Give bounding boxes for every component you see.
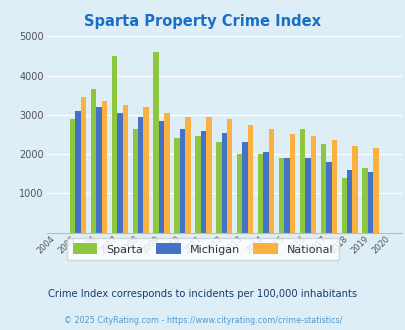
Bar	[352, 146, 357, 233]
Bar	[158, 121, 164, 233]
Bar	[75, 111, 81, 233]
Bar	[268, 129, 274, 233]
Bar	[226, 119, 232, 233]
Bar	[257, 154, 263, 233]
Bar	[263, 152, 268, 233]
Bar	[111, 56, 117, 233]
Bar	[299, 129, 305, 233]
Text: © 2025 CityRating.com - https://www.cityrating.com/crime-statistics/: © 2025 CityRating.com - https://www.city…	[64, 315, 341, 325]
Bar	[195, 136, 200, 233]
Bar	[132, 129, 138, 233]
Bar	[289, 135, 294, 233]
Bar	[101, 101, 107, 233]
Bar	[346, 170, 352, 233]
Bar	[143, 107, 149, 233]
Bar	[70, 119, 75, 233]
Bar	[341, 178, 346, 233]
Bar	[122, 105, 128, 233]
Bar	[91, 89, 96, 233]
Bar	[185, 117, 190, 233]
Bar	[310, 136, 315, 233]
Bar	[362, 168, 367, 233]
Legend: Sparta, Michigan, National: Sparta, Michigan, National	[67, 238, 338, 260]
Bar	[284, 158, 289, 233]
Bar	[305, 158, 310, 233]
Bar	[206, 117, 211, 233]
Bar	[174, 138, 179, 233]
Bar	[372, 148, 378, 233]
Bar	[221, 133, 226, 233]
Bar	[278, 158, 284, 233]
Bar	[164, 113, 169, 233]
Bar	[367, 172, 372, 233]
Bar	[242, 142, 247, 233]
Bar	[179, 129, 185, 233]
Bar	[81, 97, 86, 233]
Bar	[320, 144, 325, 233]
Bar	[96, 107, 101, 233]
Bar	[117, 113, 122, 233]
Bar	[153, 52, 158, 233]
Text: Crime Index corresponds to incidents per 100,000 inhabitants: Crime Index corresponds to incidents per…	[48, 289, 357, 299]
Bar	[237, 154, 242, 233]
Bar	[247, 125, 253, 233]
Text: Sparta Property Crime Index: Sparta Property Crime Index	[84, 14, 321, 29]
Bar	[215, 142, 221, 233]
Bar	[138, 117, 143, 233]
Bar	[331, 140, 336, 233]
Bar	[325, 162, 331, 233]
Bar	[200, 131, 206, 233]
